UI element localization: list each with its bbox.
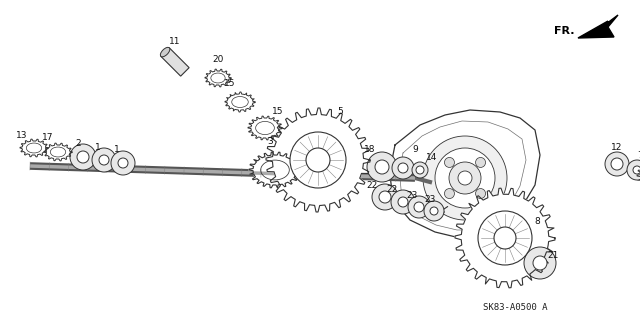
Circle shape [290,132,346,188]
Circle shape [444,158,454,167]
Text: 11: 11 [169,38,180,47]
Circle shape [77,151,89,163]
Circle shape [398,197,408,207]
Text: 23: 23 [406,190,418,199]
Text: 1: 1 [114,145,120,153]
Circle shape [379,191,391,203]
Text: 14: 14 [426,152,438,161]
Circle shape [118,158,128,168]
Circle shape [611,158,623,170]
Polygon shape [390,110,540,238]
Text: 18: 18 [364,145,376,154]
Text: SK83-A0500 A: SK83-A0500 A [483,302,547,311]
Text: 17: 17 [42,133,54,143]
Circle shape [398,163,408,173]
Circle shape [449,162,481,194]
Text: 23: 23 [424,195,436,204]
Circle shape [524,247,556,279]
Circle shape [367,152,397,182]
Polygon shape [578,15,618,38]
Polygon shape [249,152,301,188]
Ellipse shape [161,47,170,57]
Circle shape [458,171,472,185]
Circle shape [423,136,507,220]
Polygon shape [161,48,189,76]
Circle shape [408,196,430,218]
Circle shape [533,256,547,270]
Circle shape [627,160,640,180]
Circle shape [430,207,438,215]
Circle shape [392,157,414,179]
Circle shape [70,144,96,170]
Circle shape [372,184,398,210]
Polygon shape [20,139,48,157]
Circle shape [476,189,486,198]
Polygon shape [205,69,231,87]
Text: 7: 7 [637,151,640,160]
Text: FR.: FR. [554,26,574,36]
Text: 5: 5 [337,108,343,116]
Circle shape [414,202,424,212]
Polygon shape [44,143,72,161]
Circle shape [92,148,116,172]
Circle shape [111,151,135,175]
Polygon shape [248,116,282,140]
Circle shape [391,190,415,214]
Circle shape [416,166,424,174]
Text: 15: 15 [224,79,236,88]
Text: 15: 15 [272,108,284,116]
Circle shape [478,211,532,265]
Circle shape [306,148,330,172]
Text: 8: 8 [534,218,540,226]
Circle shape [424,201,444,221]
Polygon shape [266,108,370,212]
Text: 20: 20 [212,56,224,64]
Circle shape [412,162,428,178]
Circle shape [476,158,486,167]
Text: 9: 9 [412,145,418,154]
Text: 12: 12 [611,144,623,152]
Text: 13: 13 [16,130,28,139]
Polygon shape [455,188,555,288]
Polygon shape [637,158,640,194]
Circle shape [375,160,389,174]
Circle shape [605,152,629,176]
Circle shape [99,155,109,165]
Text: 21: 21 [547,251,559,261]
Circle shape [633,166,640,174]
Circle shape [494,227,516,249]
Circle shape [444,189,454,198]
Text: 1: 1 [95,143,101,152]
Text: 2: 2 [75,138,81,147]
Circle shape [435,148,495,208]
Text: 3: 3 [267,137,273,146]
Text: 22: 22 [366,181,378,189]
Text: 22: 22 [387,186,397,195]
Polygon shape [225,92,255,112]
